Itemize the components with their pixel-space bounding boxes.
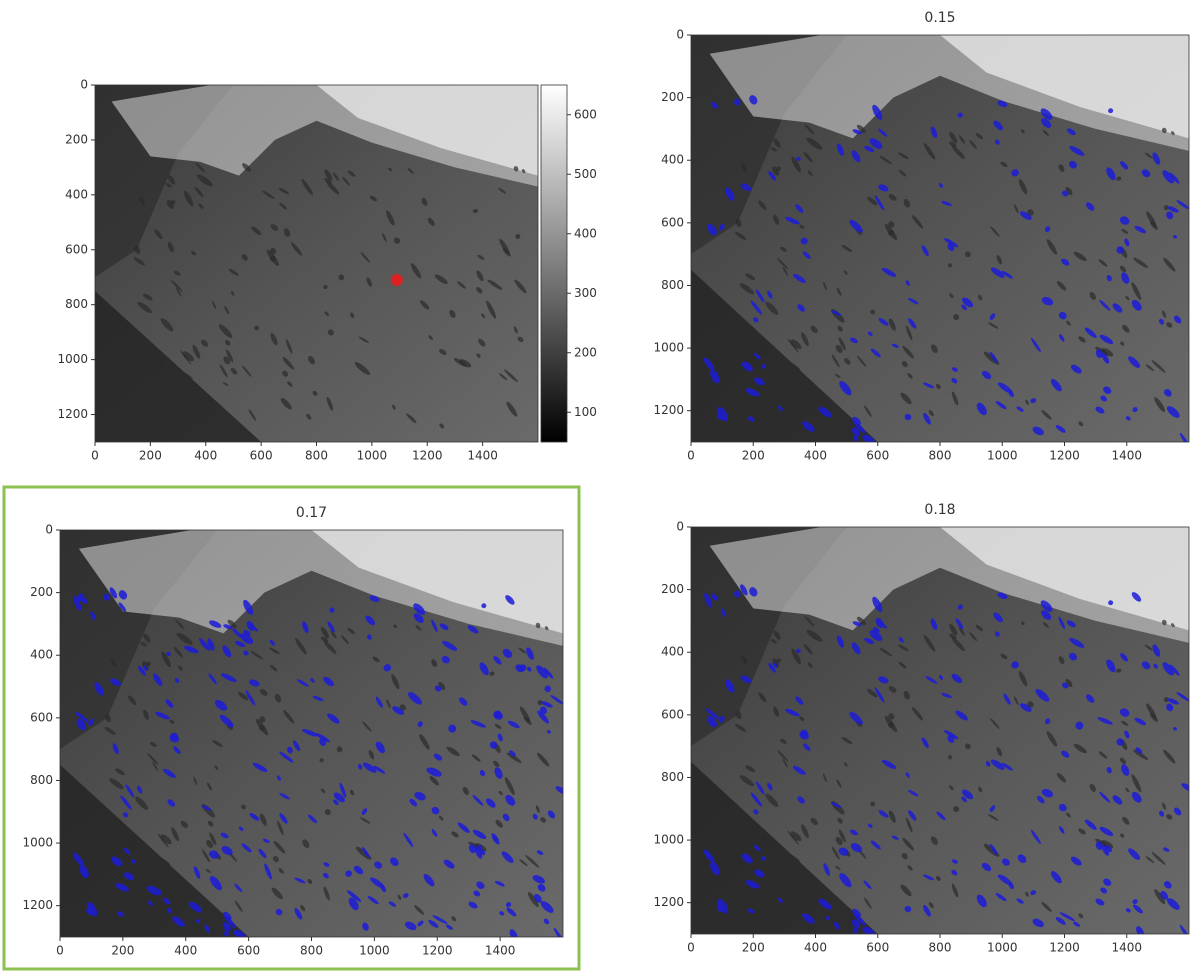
x-tick-label: 200: [742, 449, 765, 463]
x-tick-label: 0: [687, 449, 695, 463]
y-tick-label: 1200: [653, 403, 684, 417]
y-tick-label: 1000: [57, 352, 88, 366]
y-tick-label: 1200: [22, 898, 53, 912]
x-tick-label: 200: [139, 449, 162, 463]
colorbar-tick-label: 300: [574, 286, 597, 300]
y-tick-label: 800: [661, 278, 684, 292]
x-tick-label: 1200: [1049, 941, 1080, 955]
x-tick-label: 800: [929, 449, 952, 463]
image: [691, 527, 1190, 940]
y-tick-label: 800: [65, 297, 88, 311]
x-tick-label: 400: [194, 449, 217, 463]
x-tick-label: 800: [929, 941, 952, 955]
panel-title: 0.17: [296, 505, 327, 521]
x-tick-label: 800: [305, 449, 328, 463]
colorbar-tick-label: 500: [574, 167, 597, 181]
x-tick-label: 1200: [412, 449, 443, 463]
y-tick-label: 1200: [57, 407, 88, 421]
y-tick-label: 1000: [653, 833, 684, 847]
x-tick-label: 1400: [1111, 941, 1142, 955]
y-tick-label: 0: [676, 520, 684, 534]
x-tick-label: 800: [300, 944, 323, 958]
y-tick-label: 400: [661, 645, 684, 659]
x-tick-label: 600: [866, 941, 889, 955]
y-tick-label: 1000: [22, 836, 53, 850]
panel-title: 0.18: [924, 502, 955, 518]
x-tick-label: 1200: [422, 944, 453, 958]
image: [691, 35, 1190, 448]
y-tick-label: 600: [65, 242, 88, 256]
y-tick-label: 600: [661, 707, 684, 721]
y-tick-label: 1200: [653, 895, 684, 909]
y-tick-label: 200: [30, 585, 53, 599]
colorbar-tick-label: 400: [574, 226, 597, 240]
colorbar-tick-label: 200: [574, 345, 597, 359]
x-tick-label: 0: [687, 941, 695, 955]
x-tick-label: 0: [91, 449, 99, 463]
colorbar: [541, 85, 567, 442]
y-tick-label: 400: [65, 187, 88, 201]
x-tick-label: 0: [56, 944, 64, 958]
y-tick-label: 800: [30, 773, 53, 787]
x-tick-label: 1000: [987, 449, 1018, 463]
x-tick-label: 200: [111, 944, 134, 958]
x-tick-label: 200: [742, 941, 765, 955]
y-tick-label: 800: [661, 770, 684, 784]
image: [60, 530, 570, 943]
y-tick-label: 0: [80, 78, 88, 92]
x-tick-label: 1000: [359, 944, 390, 958]
image: [95, 85, 538, 442]
figure: 0200400600800100012001400020040060080010…: [0, 0, 1190, 973]
y-tick-label: 0: [676, 28, 684, 42]
x-tick-label: 1200: [1049, 449, 1080, 463]
y-tick-label: 600: [30, 710, 53, 724]
y-tick-label: 0: [45, 523, 53, 537]
y-tick-label: 400: [661, 153, 684, 167]
y-tick-label: 400: [30, 648, 53, 662]
marker: [391, 274, 403, 286]
x-tick-label: 1400: [467, 449, 498, 463]
x-tick-label: 400: [804, 941, 827, 955]
x-tick-label: 1000: [987, 941, 1018, 955]
x-tick-label: 600: [237, 944, 260, 958]
x-tick-label: 400: [174, 944, 197, 958]
panel-title: 0.15: [924, 10, 955, 26]
colorbar-tick-label: 600: [574, 107, 597, 121]
x-tick-label: 1400: [1111, 449, 1142, 463]
x-tick-label: 600: [866, 449, 889, 463]
x-tick-label: 600: [250, 449, 273, 463]
y-tick-label: 200: [661, 582, 684, 596]
y-tick-label: 1000: [653, 341, 684, 355]
x-tick-label: 1400: [485, 944, 516, 958]
y-tick-label: 200: [661, 90, 684, 104]
x-tick-label: 400: [804, 449, 827, 463]
y-tick-label: 600: [661, 215, 684, 229]
colorbar-tick-label: 100: [574, 405, 597, 419]
y-tick-label: 200: [65, 132, 88, 146]
x-tick-label: 1000: [357, 449, 388, 463]
